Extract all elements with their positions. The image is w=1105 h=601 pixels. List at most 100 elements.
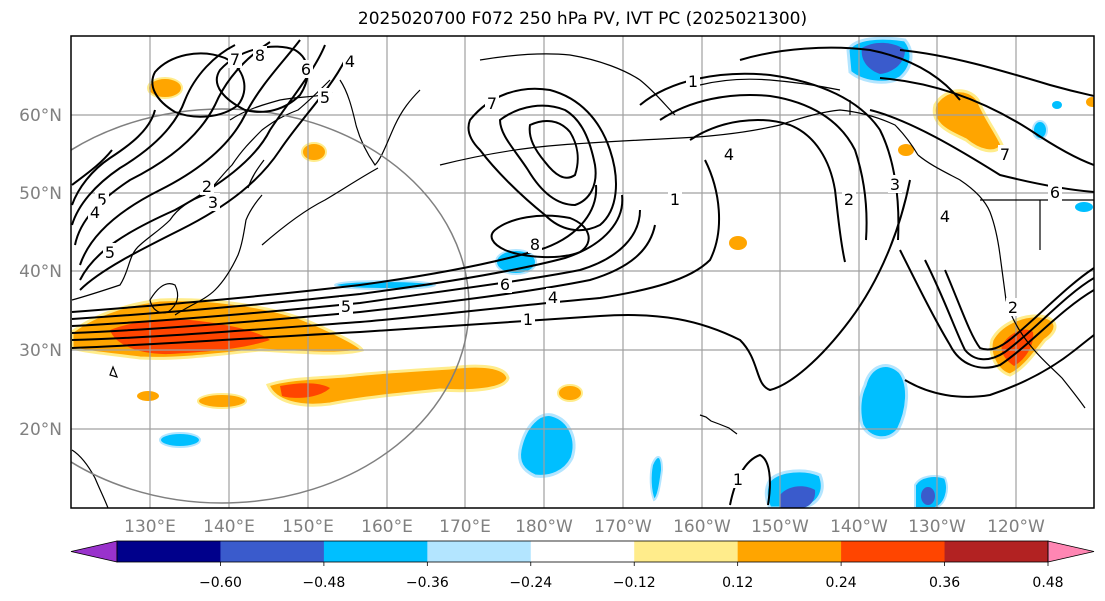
lon-label: 150°W — [751, 517, 809, 537]
lon-label: 160°W — [673, 517, 731, 537]
colorbar-tick-label: −0.48 — [302, 575, 345, 591]
contour-closed-8 — [490, 214, 590, 259]
colorbar-segment — [530, 541, 635, 562]
contour-label-bg — [842, 190, 856, 208]
contour-label: 4 — [724, 145, 734, 164]
contour-label: 5 — [341, 297, 351, 316]
shade-blue-trop-4 — [858, 364, 908, 440]
contour-north-1 — [79, 59, 346, 291]
contour-cal-4 — [904, 334, 1094, 398]
coast-taiwan — [109, 365, 119, 378]
coast-kamchatka — [339, 79, 421, 166]
lon-label: 140°W — [830, 517, 888, 537]
contour-label-bg — [299, 60, 313, 78]
lon-label: 170°W — [594, 517, 652, 537]
contour-label: 4 — [548, 288, 558, 307]
contour-label: 3 — [890, 175, 900, 194]
lon-label: 120°W — [987, 517, 1045, 537]
colorbar-segment — [323, 541, 428, 562]
contour-trough-1 — [467, 87, 617, 232]
coast-hawaii — [699, 414, 738, 435]
contour-label: 4 — [90, 203, 100, 222]
lat-label: 30°N — [19, 341, 62, 361]
coast-bc — [917, 154, 1001, 256]
contour-label-bg — [343, 52, 357, 70]
shade-orange-gulf — [898, 144, 914, 156]
contour-north-2 — [79, 44, 326, 281]
contour-label: 3 — [208, 193, 218, 212]
colorbar: −0.60 −0.48 −0.36 −0.24 −0.12 0.12 0.24 0.36 0.4… — [70, 540, 1095, 591]
graticule — [71, 36, 1094, 508]
contour-label-bg — [998, 145, 1012, 163]
lon-label: 130°W — [908, 517, 966, 537]
lon-label: 150°E — [282, 517, 334, 537]
colorbar-segment — [737, 541, 842, 562]
shade-orange-small-5 — [301, 142, 327, 162]
contour-jet-6 — [71, 184, 598, 313]
contour-label-bg — [318, 88, 332, 106]
shade-orange-small-2 — [137, 391, 159, 401]
contour-label: 6 — [500, 275, 510, 294]
shade-blue-trop-2 — [649, 456, 664, 502]
shade-red-subtrop — [280, 383, 330, 398]
colorbar-extend-high — [1047, 540, 1095, 563]
contour-label: 2 — [844, 190, 854, 209]
contour-jet-2 — [71, 159, 720, 341]
contour-label-bg — [528, 235, 542, 253]
shade-orange-small-1 — [197, 393, 247, 409]
contour-north-7 — [71, 149, 113, 186]
shade-orange-subtrop — [265, 364, 510, 407]
contour-cal-2 — [924, 259, 1094, 361]
contour-label: 1 — [670, 190, 680, 209]
contour-label: 2 — [202, 177, 212, 196]
coast-philippines — [71, 449, 109, 508]
contour-label-bg — [938, 207, 952, 225]
colorbar-segment — [117, 541, 221, 562]
contour-ak-2 — [659, 94, 868, 241]
contour-label: 5 — [105, 243, 115, 262]
range-circle — [71, 108, 470, 504]
shade-orange-ca-edge — [1086, 97, 1094, 107]
shade-blue-ca-3 — [1052, 101, 1062, 109]
longitude-labels: 130°E 140°E 150°E 160°E 170°E 180°W 170°W 160°W… — [124, 517, 1045, 537]
contour-label: 6 — [1050, 183, 1060, 202]
colorbar-segment — [841, 541, 946, 562]
lon-label: 180°W — [515, 517, 573, 537]
contour-label-bg — [1006, 298, 1020, 316]
contour-label-bg — [888, 175, 902, 193]
contour-ridge-2 — [151, 52, 246, 118]
contour-label-bg — [485, 94, 499, 112]
colorbar-tick-label: −0.12 — [613, 575, 656, 591]
shade-darkblue-trop-3 — [780, 486, 816, 508]
contour-label-bg — [731, 470, 745, 488]
contour-cal-1 — [899, 249, 1094, 369]
contour-nepac-2 — [879, 77, 1094, 166]
contour-label-bg — [686, 72, 700, 90]
contour-label-bg — [103, 243, 117, 261]
contour-label: 6 — [301, 60, 311, 79]
contour-label-bg — [206, 193, 220, 211]
colorbar-tick-label: 0.48 — [1032, 575, 1063, 591]
contour-jet-1 — [71, 179, 911, 392]
contour-label-bg — [339, 297, 353, 315]
contour-label: 1 — [733, 470, 743, 489]
colorbar-segment — [220, 541, 325, 562]
contour-trough-2 — [498, 104, 597, 207]
shade-orange-small-6 — [729, 236, 747, 250]
colorbar-tick-label: −0.60 — [199, 575, 242, 591]
colorbar-tick-label: 0.36 — [929, 575, 960, 591]
contour-label-bg — [521, 310, 535, 328]
colorbar-tick-label: −0.24 — [509, 575, 552, 591]
contour-jet-5 — [71, 194, 624, 320]
contour-label-bg — [546, 288, 560, 306]
pv-contours — [71, 39, 1094, 506]
contour-label: 8 — [530, 235, 540, 254]
contour-label: 2 — [1008, 298, 1018, 317]
coast-west-us — [999, 254, 1086, 409]
colorbar-extend-low — [70, 540, 118, 563]
contour-label: 4 — [940, 207, 950, 226]
map-frame — [70, 35, 1095, 509]
contour-nepac-1 — [899, 49, 1094, 97]
contour-ak-1 — [639, 72, 900, 241]
